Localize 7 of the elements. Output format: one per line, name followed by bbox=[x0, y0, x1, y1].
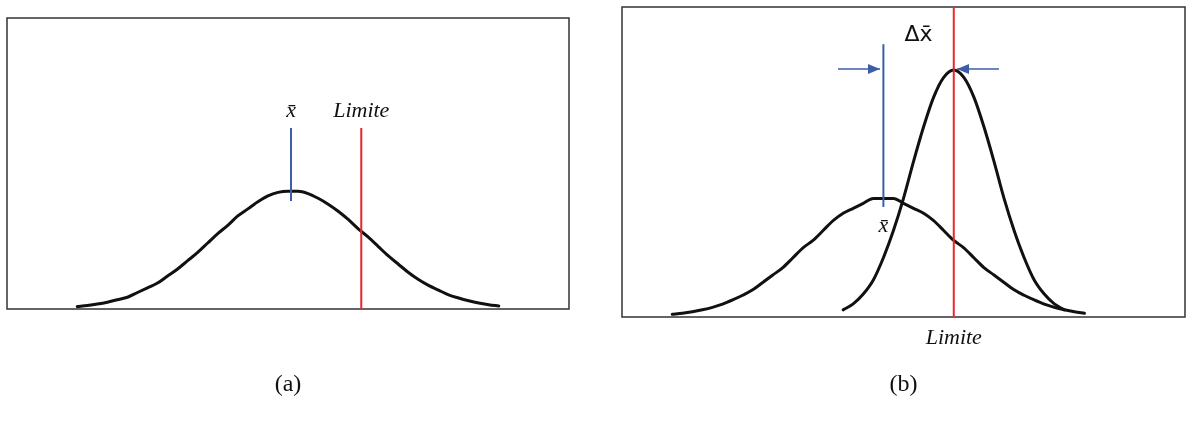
text: Limite bbox=[924, 323, 983, 349]
text: Limite bbox=[332, 96, 390, 122]
text: Δx̄ bbox=[904, 21, 933, 47]
x-axis-title: (b) bbox=[889, 370, 918, 397]
x-axis-title: (a) bbox=[274, 370, 302, 397]
text: x̄ bbox=[285, 96, 297, 122]
annotation: x̄ bbox=[877, 211, 889, 237]
